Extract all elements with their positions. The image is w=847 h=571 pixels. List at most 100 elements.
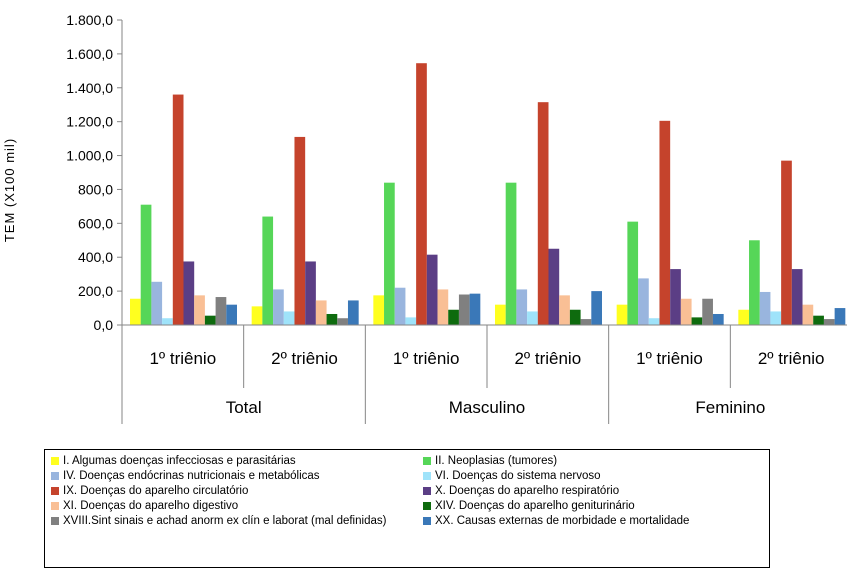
y-tick-label: 800,0 <box>78 181 113 197</box>
legend-swatch <box>51 486 59 495</box>
bar <box>215 297 227 325</box>
legend-swatch <box>51 471 59 480</box>
bar <box>183 261 195 325</box>
group-label: Masculino <box>449 398 526 417</box>
legend-label: X. Doenças do aparelho respiratório <box>435 484 620 497</box>
category-label: 1º triênio <box>149 349 216 368</box>
bar <box>337 318 348 325</box>
bar <box>251 306 263 325</box>
bar <box>458 294 470 325</box>
bar <box>781 160 792 325</box>
bar <box>505 182 517 325</box>
bar <box>738 309 750 325</box>
legend-label: XX. Causas externas de morbidade e morta… <box>435 514 690 527</box>
legend-item: XVIII.Sint sinais e achad anorm ex clín … <box>51 513 423 528</box>
bar <box>140 204 152 325</box>
category-label: 2º triênio <box>758 349 825 368</box>
bars <box>130 63 846 326</box>
y-tick-label: 1.400,0 <box>66 80 113 96</box>
bar <box>580 319 592 325</box>
category-label: 1º triênio <box>393 349 460 368</box>
bar <box>516 289 528 325</box>
bar <box>283 311 295 325</box>
bar <box>569 309 581 325</box>
bar <box>326 313 338 325</box>
y-tick-label: 1.000,0 <box>66 148 113 164</box>
legend-label: II. Neoplasias (tumores) <box>435 454 558 467</box>
legend-label: XI. Doenças do aparelho digestivo <box>63 499 239 512</box>
legend-item: X. Doenças do aparelho respiratório <box>423 483 763 498</box>
bar <box>416 63 427 326</box>
bar <box>384 182 395 325</box>
y-tick-label: 400,0 <box>78 249 113 265</box>
bar <box>680 298 692 325</box>
bar <box>130 298 141 325</box>
bar <box>648 318 660 325</box>
bar <box>315 300 327 325</box>
bar <box>712 313 724 325</box>
y-axis: 0,0 200,0 400,0 600,0 800,0 1.000,0 1.200,0 1.4… <box>66 12 123 333</box>
bar <box>702 298 713 325</box>
legend-label: IV. Doenças endócrinas nutricionais e me… <box>63 469 320 482</box>
bar <box>834 308 846 325</box>
legend-item: I. Algumas doenças infecciosas e parasit… <box>51 453 423 468</box>
y-tick-label: 600,0 <box>78 215 113 231</box>
legend-label: IX. Doenças do aparelho circulatório <box>63 484 249 497</box>
bar <box>437 289 449 325</box>
y-tick-label: 1.200,0 <box>66 114 113 130</box>
group-label: Feminino <box>695 398 765 417</box>
y-axis-label: TEM (X100 mil) <box>2 138 17 242</box>
legend-label: XIV. Doenças do aparelho geniturinário <box>435 499 635 512</box>
bar <box>273 289 284 325</box>
bar <box>469 293 481 325</box>
bar <box>627 221 639 325</box>
bar <box>405 317 417 326</box>
bar <box>394 287 406 325</box>
legend-swatch <box>423 501 431 510</box>
legend-item: IV. Doenças endócrinas nutricionais e me… <box>51 468 423 483</box>
y-tick-label: 1.600,0 <box>66 46 113 62</box>
category-label: 1º triênio <box>636 349 703 368</box>
category-label: 2º triênio <box>271 349 338 368</box>
bar <box>495 304 506 325</box>
y-tick-label: 1.800,0 <box>66 12 113 28</box>
x-axis: 1º triênio 2º triênio 1º triênio 2º triênio… <box>121 324 847 424</box>
legend-item: XX. Causas externas de morbidade e morta… <box>423 513 763 528</box>
bar <box>226 304 237 325</box>
bar <box>823 319 835 325</box>
legend-swatch <box>51 516 59 525</box>
bar <box>294 136 306 325</box>
bar <box>638 278 649 325</box>
bar <box>802 304 814 325</box>
legend-label: I. Algumas doenças infecciosas e parasit… <box>63 454 296 467</box>
bar <box>162 318 173 325</box>
category-label: 2º triênio <box>514 349 581 368</box>
legend-item: XI. Doenças do aparelho digestivo <box>51 498 423 513</box>
bar <box>691 317 703 326</box>
bar <box>194 295 205 325</box>
legend-item: IX. Doenças do aparelho circulatório <box>51 483 423 498</box>
legend-item: XIV. Doenças do aparelho geniturinário <box>423 498 763 513</box>
bar <box>791 269 803 325</box>
group-label: Total <box>226 398 262 417</box>
legend-swatch <box>423 456 431 465</box>
bar <box>305 261 316 325</box>
legend-item: II. Neoplasias (tumores) <box>423 453 763 468</box>
bar <box>659 120 671 325</box>
y-tick-label: 0,0 <box>94 317 114 333</box>
bar <box>537 102 549 326</box>
bar <box>616 304 628 325</box>
bar <box>373 295 385 325</box>
legend-swatch <box>423 471 431 480</box>
legend-label: VI. Doenças do sistema nervoso <box>435 469 601 482</box>
legend-swatch <box>51 501 59 510</box>
bar <box>670 269 681 325</box>
bar <box>759 291 771 325</box>
bar <box>172 94 184 325</box>
bar <box>426 254 438 325</box>
legend-swatch <box>423 486 431 495</box>
legend-swatch <box>423 516 431 525</box>
bar <box>448 309 459 325</box>
bar <box>527 311 538 325</box>
